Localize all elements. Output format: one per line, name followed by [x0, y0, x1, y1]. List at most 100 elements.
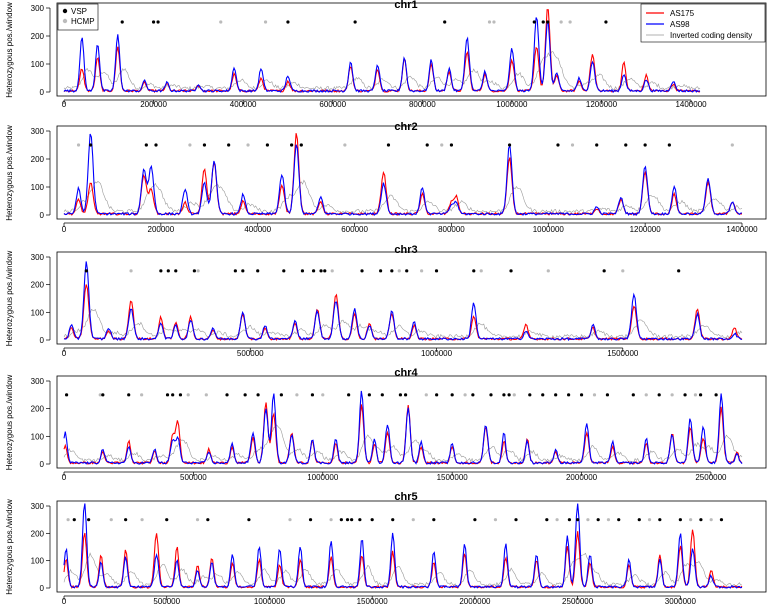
vsp-marker: [507, 393, 511, 397]
series-as98: [63, 133, 743, 216]
series-inverted-coding-density: [63, 179, 743, 214]
vsp-marker: [683, 393, 687, 397]
vsp-marker: [339, 518, 343, 522]
vsp-marker: [265, 143, 269, 147]
vsp-marker: [367, 393, 371, 397]
legend-label: VSP: [71, 7, 87, 16]
x-tick-label: 1000000: [307, 473, 339, 482]
hcmp-marker: [140, 518, 144, 522]
vsp-marker: [391, 518, 395, 522]
vsp-marker: [256, 393, 260, 397]
vsp-marker: [698, 393, 703, 397]
vsp-marker: [87, 518, 91, 522]
plot-frame: [56, 2, 767, 97]
vsp-marker: [89, 143, 93, 147]
vsp-marker: [151, 20, 156, 24]
vsp-marker: [290, 143, 294, 147]
legend-label: Inverted coding density: [670, 31, 752, 40]
plot-frame: [56, 125, 767, 220]
x-tick-label: 600000: [341, 225, 368, 234]
hcmp-marker: [66, 518, 70, 522]
vsp-marker: [311, 269, 316, 273]
y-tick-label: 0: [40, 460, 45, 469]
vsp-marker: [286, 20, 290, 24]
x-tick-label: 1000000: [421, 349, 453, 358]
x-tick-label: 2000000: [459, 597, 491, 606]
series-as175: [63, 133, 742, 216]
hcmp-marker: [411, 518, 415, 522]
x-tick-label: 1000000: [496, 100, 528, 109]
legend-box: [640, 3, 766, 43]
vsp-marker: [699, 518, 703, 522]
hcmp-marker: [493, 518, 498, 522]
vsp-marker: [425, 143, 429, 147]
vsp-marker: [84, 269, 88, 273]
vsp-marker: [643, 143, 647, 147]
hcmp-marker: [586, 518, 590, 522]
y-tick-label: 300: [31, 4, 45, 13]
x-tick-label: 1200000: [630, 225, 662, 234]
vsp-marker: [624, 143, 628, 147]
panel-chr2: chr2 0 100 200 300 Heterozygous pos./window 0 2…: [5, 121, 767, 234]
hcmp-marker: [440, 143, 444, 147]
vsp-marker: [154, 143, 158, 147]
hcmp-marker: [129, 269, 133, 273]
hcmp-marker: [644, 393, 648, 397]
y-tick-label: 300: [31, 127, 45, 136]
y-tick-label: 100: [31, 183, 45, 192]
x-tick-label: 1500000: [607, 349, 639, 358]
series-inverted-coding-density: [63, 424, 743, 463]
x-tick-label: 2500000: [562, 597, 594, 606]
legend-label: AS175: [670, 9, 695, 18]
vsp-marker: [509, 269, 513, 273]
series-as98: [63, 503, 743, 590]
vsp-marker: [233, 269, 237, 273]
x-tick-label: 3000000: [665, 597, 697, 606]
hcmp-marker: [186, 393, 190, 397]
vsp-marker: [714, 393, 718, 397]
x-tick-label: 800000: [438, 225, 465, 234]
vsp-marker: [567, 393, 571, 397]
y-tick-label: 0: [40, 584, 45, 593]
vsp-marker: [719, 518, 724, 522]
vsp-marker: [403, 393, 408, 397]
hcmp-marker: [546, 269, 550, 273]
vsp-marker: [165, 393, 170, 397]
vsp-marker: [300, 269, 305, 273]
panel-chr5: chr5 0 100 200 300 Heterozygous pos./window 0 5…: [5, 491, 767, 606]
hcmp-marker: [670, 393, 674, 397]
x-tick-label: 500000: [180, 473, 207, 482]
series-as175: [63, 284, 743, 341]
vsp-marker: [532, 20, 536, 24]
vsp-marker: [279, 393, 283, 397]
hcmp-marker: [204, 393, 208, 397]
vsp-marker: [380, 393, 384, 397]
vsp-marker: [556, 143, 560, 147]
vsp-marker: [178, 393, 183, 397]
vsp-marker: [379, 269, 383, 273]
vsp-marker: [604, 20, 608, 24]
hcmp-marker: [463, 393, 467, 397]
panel-title: chr3: [394, 244, 417, 256]
vsp-marker: [449, 143, 454, 147]
panel-title: chr4: [394, 367, 418, 379]
vsp-marker: [443, 20, 447, 24]
x-tick-label: 1500000: [437, 473, 469, 482]
vsp-marker: [567, 518, 572, 522]
vsp-marker: [432, 518, 436, 522]
vsp-marker: [101, 393, 105, 397]
vsp-marker: [225, 393, 229, 397]
vsp-marker: [156, 20, 160, 24]
hcmp-marker: [343, 143, 347, 147]
hcmp-marker: [420, 269, 424, 273]
vsp-marker: [637, 518, 641, 522]
hcmp-marker: [568, 20, 572, 24]
vsp-marker: [247, 518, 251, 522]
vsp-marker: [165, 518, 169, 522]
panel-chr1: chr1 0 100 200 300 Heterozygous pos./window 0 2…: [5, 0, 767, 109]
vsp-marker: [667, 143, 671, 147]
vsp-marker: [72, 518, 76, 522]
vsp-marker: [124, 518, 128, 522]
y-tick-label: 100: [31, 432, 45, 441]
hcmp-marker: [479, 269, 483, 273]
